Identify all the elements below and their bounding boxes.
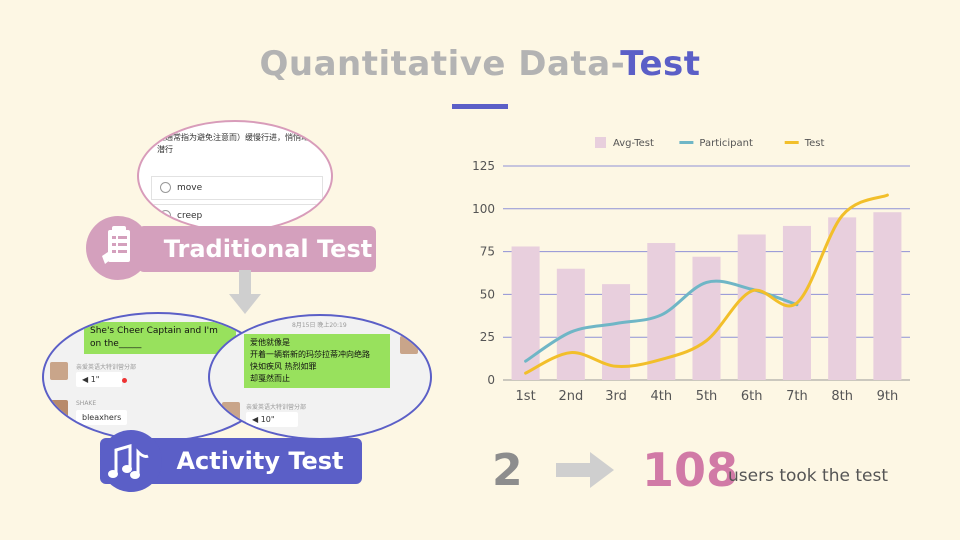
y-tick-label: 0 xyxy=(487,373,495,387)
chat-sender: 亲爱英语大特训营分部 xyxy=(76,364,137,371)
bar-9th xyxy=(873,212,902,380)
bar-1st xyxy=(511,246,540,380)
arrow-down-icon xyxy=(229,270,261,314)
activity-chat-left: She's Cheer Captain and I'm on the_____ … xyxy=(42,312,274,442)
legend-label: Participant xyxy=(699,138,753,149)
activity-test-label: Activity Test xyxy=(176,447,344,475)
speaker-icon: ◀ xyxy=(82,375,89,384)
test-comparison-chart: Avg-Test Participant Test 1st 2nd 3rd 4th 5th 6… xyxy=(472,137,910,404)
y-tick-label: 50 xyxy=(480,287,495,301)
title-underline xyxy=(452,104,508,109)
users-before: 2 xyxy=(492,445,523,496)
x-tick-label: 5th xyxy=(696,389,718,404)
y-tick-label: 100 xyxy=(472,202,495,216)
x-tick-label: 6th xyxy=(741,389,763,404)
y-tick-label: 75 xyxy=(480,245,495,259)
chat-sender: 亲爱英语大特训营分部 xyxy=(246,404,307,411)
avatar xyxy=(400,336,418,354)
option-move[interactable]: move xyxy=(151,176,323,200)
x-tick-label: 1st xyxy=(516,389,536,404)
chat-answer-bubble: bleaxhers xyxy=(76,410,128,425)
bar-2nd xyxy=(556,268,585,380)
y-tick-label: 125 xyxy=(472,159,495,173)
line-test xyxy=(524,193,889,375)
avatar xyxy=(50,400,68,418)
chat-prompt-bubble: She's Cheer Captain and I'm on the_____ xyxy=(84,322,236,354)
unread-dot xyxy=(122,378,127,383)
legend-label: Avg-Test xyxy=(613,138,654,149)
bar-8th xyxy=(828,217,857,380)
option-label: move xyxy=(177,183,203,193)
y-axis-labels: 0 25 50 75 100 125 xyxy=(472,159,495,387)
chat-timestamp: 8月15日 晚上20:19 xyxy=(292,322,347,329)
y-tick-label: 25 xyxy=(480,330,495,344)
users-caption: users took the test xyxy=(728,466,889,486)
x-tick-label: 3rd xyxy=(605,389,627,404)
traditional-test-banner xyxy=(138,226,376,272)
x-tick-label: 8th xyxy=(831,389,853,404)
page-title: Quantitative Data-Test xyxy=(0,44,960,84)
chart-legend: Avg-Test Participant Test xyxy=(595,137,824,149)
option-label: creep xyxy=(177,211,203,221)
legend-swatch xyxy=(595,137,606,148)
activity-chat-right: 8月15日 晚上20:19 爱他就像是 开着一辆崭新的玛莎拉蒂冲向绝路 快如疾风… xyxy=(208,314,432,440)
music-notes-icon xyxy=(100,430,162,492)
line-participant xyxy=(524,279,799,363)
voice-duration: 1" xyxy=(90,375,100,384)
x-tick-label: 9th xyxy=(877,389,899,404)
x-tick-label: 4th xyxy=(650,389,672,404)
bar-series xyxy=(511,212,902,380)
chat-sender: SHAKE xyxy=(76,400,97,407)
question-text: （通常指为避免注意而）缓慢行进，悄悄动，潜行 xyxy=(157,133,317,154)
bar-5th xyxy=(692,256,721,380)
x-tick-label: 2nd xyxy=(558,389,583,404)
option-creep[interactable]: creep xyxy=(151,204,323,228)
speaker-icon: ◀ xyxy=(252,415,259,424)
traditional-test-screenshot: （通常指为避免注意而）缓慢行进，悄悄动，潜行 move creep xyxy=(137,120,333,232)
users-after: 108 xyxy=(642,443,739,497)
voice-message[interactable]: ◀ 10" xyxy=(246,412,298,427)
chat-message-bubble: 爱他就像是 开着一辆崭新的玛莎拉蒂冲向绝路 快如疾风 热烈如罪 却戛然而止 xyxy=(244,334,390,388)
arrow-right-icon xyxy=(556,452,614,488)
voice-duration: 10" xyxy=(260,415,275,424)
x-axis-labels: 1st 2nd 3rd 4th 5th 6th 7th 8th 9th xyxy=(516,389,899,404)
bar-6th xyxy=(737,234,766,380)
avatar xyxy=(50,362,68,380)
title-part1: Quantitative Data- xyxy=(259,44,621,84)
radio-icon xyxy=(160,210,171,221)
radio-icon xyxy=(160,182,171,193)
line-series xyxy=(524,193,889,375)
x-tick-label: 7th xyxy=(786,389,808,404)
title-part2: Test xyxy=(620,44,701,84)
traditional-test-label: Traditional Test xyxy=(163,235,373,263)
legend-label: Test xyxy=(804,138,825,149)
voice-message[interactable]: ◀ 1" xyxy=(76,372,122,387)
avatar xyxy=(222,402,240,420)
clipboard-icon xyxy=(86,216,150,280)
